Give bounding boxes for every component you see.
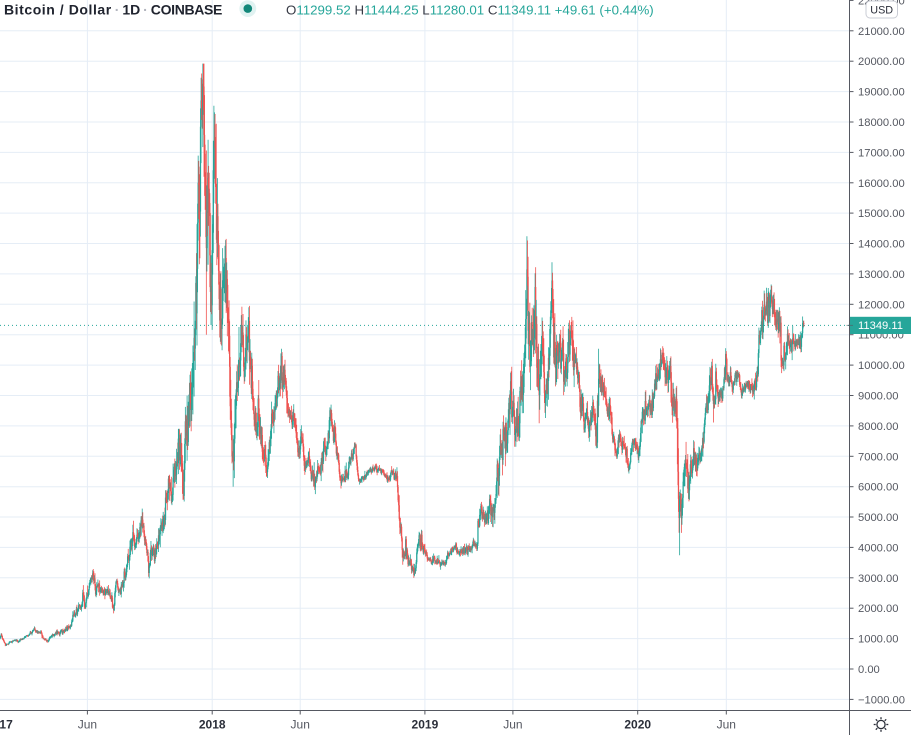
svg-text:2020: 2020 (624, 718, 651, 732)
svg-text:20000.00: 20000.00 (858, 56, 905, 68)
svg-text:9000.00: 9000.00 (858, 391, 898, 403)
svg-text:12000.00: 12000.00 (858, 299, 905, 311)
svg-text:10000.00: 10000.00 (858, 360, 905, 372)
svg-text:19000.00: 19000.00 (858, 87, 905, 99)
svg-text:7000.00: 7000.00 (858, 451, 898, 463)
svg-text:15000.00: 15000.00 (858, 208, 905, 220)
svg-text:O11299.52 H11444.25 L11280.01: O11299.52 H11444.25 L11280.01 C11349.11 … (286, 3, 654, 18)
svg-text:8000.00: 8000.00 (858, 421, 898, 433)
svg-text:4000.00: 4000.00 (858, 542, 898, 554)
svg-text:Jun: Jun (78, 718, 97, 732)
svg-text:2018: 2018 (199, 718, 226, 732)
svg-text:2000.00: 2000.00 (858, 603, 898, 615)
svg-text:1000.00: 1000.00 (858, 634, 898, 646)
svg-text:11349.11: 11349.11 (858, 320, 903, 332)
svg-text:2017: 2017 (0, 718, 13, 732)
svg-text:Bitcoin / Dollar·1D·COINBASE: Bitcoin / Dollar · 1D · COINBASE (4, 2, 222, 18)
svg-text:18000.00: 18000.00 (858, 117, 905, 129)
svg-text:17000.00: 17000.00 (858, 147, 905, 159)
svg-text:Jun: Jun (503, 718, 522, 732)
svg-text:16000.00: 16000.00 (858, 178, 905, 190)
svg-text:21000.00: 21000.00 (858, 26, 905, 38)
svg-text:0.00: 0.00 (858, 664, 880, 676)
svg-text:USD: USD (870, 5, 893, 17)
svg-text:Jun: Jun (717, 718, 736, 732)
svg-text:5000.00: 5000.00 (858, 512, 898, 524)
svg-text:Jun: Jun (291, 718, 310, 732)
svg-text:14000.00: 14000.00 (858, 239, 905, 251)
svg-text:13000.00: 13000.00 (858, 269, 905, 281)
svg-text:6000.00: 6000.00 (858, 482, 898, 494)
svg-text:3000.00: 3000.00 (858, 573, 898, 585)
svg-text:−1000.00: −1000.00 (858, 694, 905, 706)
svg-text:2019: 2019 (412, 718, 439, 732)
